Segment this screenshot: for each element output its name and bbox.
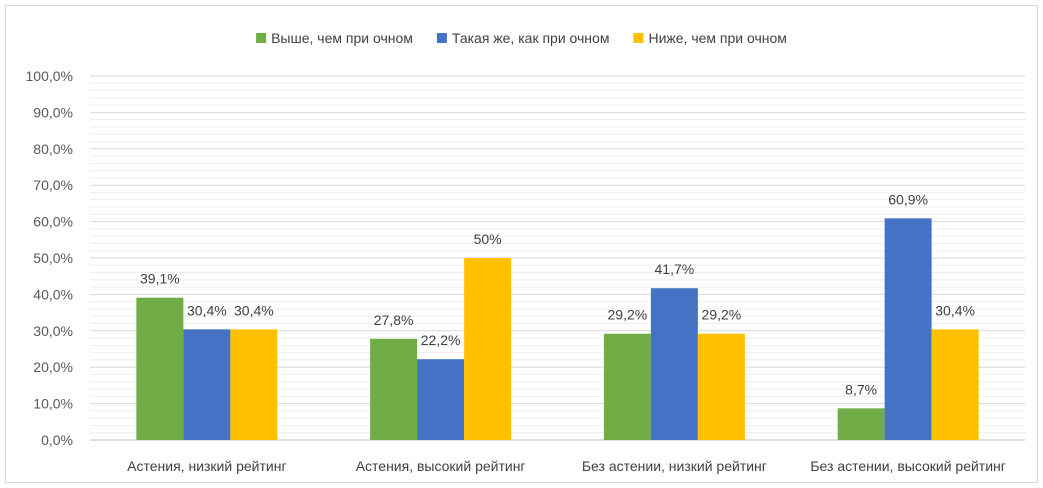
bar — [464, 258, 512, 440]
bar — [650, 288, 698, 440]
y-tick-label: 20,0% — [33, 359, 73, 375]
y-tick-label: 100,0% — [26, 68, 73, 84]
y-tick-label: 10,0% — [33, 396, 73, 412]
category-label: Астения, низкий рейтинг — [127, 458, 286, 474]
data-label: 27,8% — [374, 312, 414, 328]
data-label: 60,9% — [888, 191, 928, 207]
bar — [230, 329, 278, 440]
data-label: 22,2% — [421, 332, 461, 348]
data-label: 30,4% — [187, 302, 227, 318]
bar — [697, 333, 745, 440]
y-axis: 0,0% 10,0% 20,0% 30,0% 40,0% 50,0% 60,0% 70,0% 8… — [26, 68, 73, 448]
data-labels: 39,1% 30,4% 30,4% 27,8% 22,2% 50% 29,2% 41,7% 29… — [140, 191, 975, 397]
bar — [837, 408, 885, 440]
data-label: 50% — [474, 231, 502, 247]
data-label: 30,4% — [935, 302, 975, 318]
bar — [136, 297, 184, 440]
data-label: 39,1% — [140, 271, 180, 287]
data-label: 41,7% — [655, 261, 695, 277]
y-tick-label: 50,0% — [33, 250, 73, 266]
category-label: Без астении, высокий рейтинг — [810, 458, 1006, 474]
bar — [417, 359, 465, 440]
y-tick-label: 30,0% — [33, 323, 73, 339]
data-label: 8,7% — [845, 381, 877, 397]
category-label: Без астении, низкий рейтинг — [582, 458, 767, 474]
x-axis: Астения, низкий рейтинг Астения, высокий … — [127, 458, 1006, 474]
data-label: 29,2% — [702, 307, 742, 323]
y-tick-label: 90,0% — [33, 104, 73, 120]
legend-swatch — [256, 33, 267, 43]
bars — [136, 218, 979, 440]
legend-swatch — [436, 33, 447, 43]
data-label: 29,2% — [608, 307, 648, 323]
legend-label: Ниже, чем при очном — [648, 30, 786, 46]
y-tick-label: 70,0% — [33, 177, 73, 193]
bar — [183, 329, 231, 440]
y-tick-label: 0,0% — [41, 432, 73, 448]
y-tick-label: 60,0% — [33, 214, 73, 230]
y-tick-label: 80,0% — [33, 141, 73, 157]
legend: Выше, чем при очном Такая же, как при очн… — [256, 30, 787, 46]
legend-swatch — [633, 33, 644, 43]
data-label: 30,4% — [234, 302, 274, 318]
bar — [931, 329, 979, 440]
y-tick-label: 40,0% — [33, 286, 73, 302]
bar — [603, 333, 651, 440]
category-label: Астения, высокий рейтинг — [356, 458, 526, 474]
bar — [370, 338, 418, 440]
legend-label: Такая же, как при очном — [452, 30, 610, 46]
bar — [884, 218, 932, 440]
legend-label: Выше, чем при очном — [271, 30, 413, 46]
